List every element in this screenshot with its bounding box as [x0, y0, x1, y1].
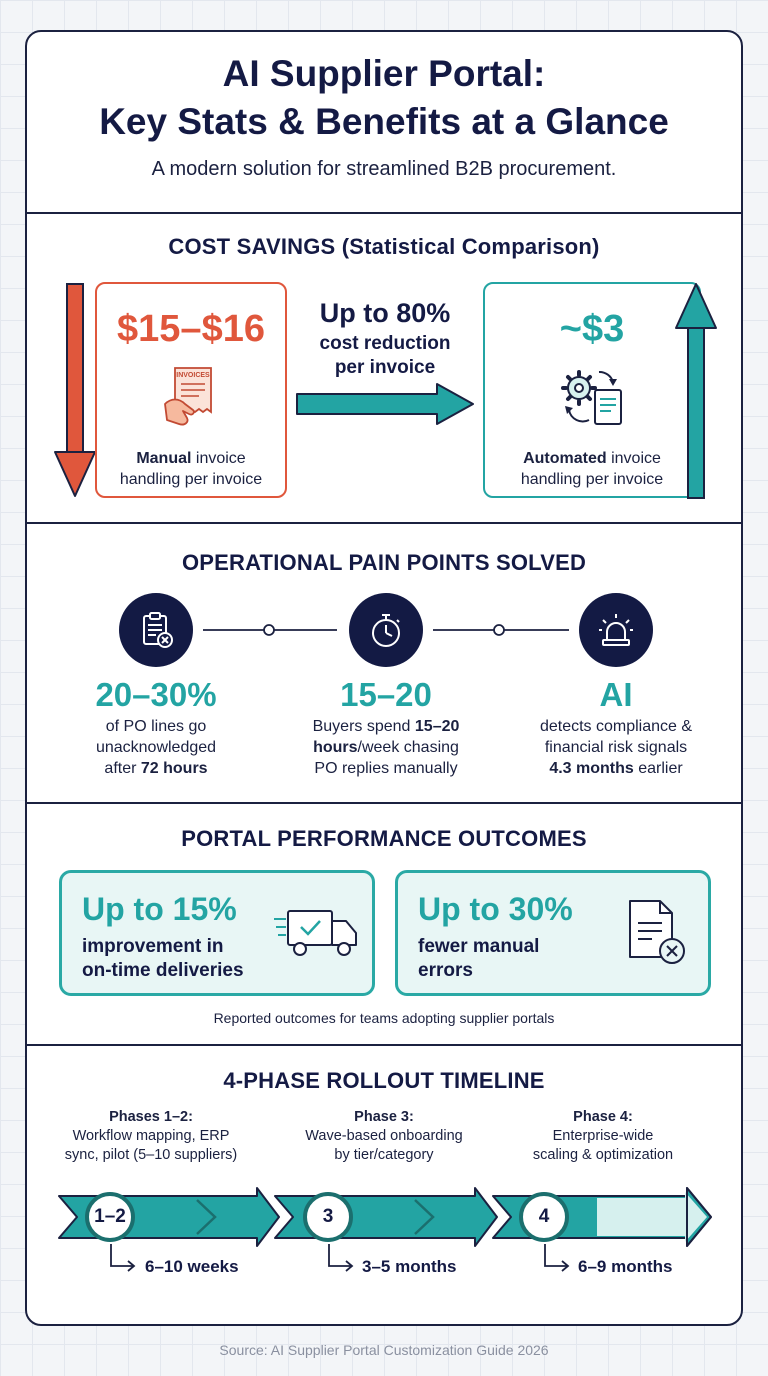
outcome-caption: improvement in on-time deliveries: [82, 936, 244, 981]
phase-header: Phase 4: Enterprise-wide scaling & optim…: [532, 1109, 674, 1163]
infographic-card: AI Supplier Portal: Key Stats & Benefits…: [25, 30, 743, 1326]
invoice-hand-icon: INVOICES: [164, 367, 212, 426]
invoice-icon-label: INVOICES: [176, 372, 210, 379]
timeline-title: 4-PHASE ROLLOUT TIMELINE: [223, 1068, 545, 1093]
source-note: Source: AI Supplier Portal Customization…: [219, 1342, 549, 1358]
divider: [27, 212, 741, 214]
phase-duration: 6–10 weeks: [145, 1257, 239, 1276]
outcomes-note: Reported outcomes for teams adopting sup…: [213, 1010, 555, 1026]
alarm-light-icon: [579, 593, 653, 667]
phase-duration: 6–9 months: [578, 1257, 673, 1276]
pain-point-text: of PO lines go unacknowledged after 72 h…: [95, 718, 217, 777]
outcomes-title: PORTAL PERFORMANCE OUTCOMES: [181, 826, 587, 851]
automation-gear-document-icon: [561, 370, 622, 425]
reduction-caption: cost reduction per invoice: [319, 333, 451, 378]
outcome-headline: Up to 30%: [418, 891, 573, 927]
phase-header: Phase 3: Wave-based onboarding by tier/c…: [305, 1109, 463, 1163]
stopwatch-icon: [349, 593, 423, 667]
automated-cost-box: ~$3 Automated invoice handling per invoi…: [483, 282, 701, 498]
pain-points-connector: [203, 624, 569, 636]
divider: [27, 802, 741, 804]
phase-badge: 3: [303, 1192, 353, 1242]
duration-connector-icon: [544, 1244, 570, 1272]
delivery-truck-icon: [274, 910, 357, 956]
document-error-icon: [629, 900, 685, 964]
manual-cost-value: $15–$16: [117, 308, 265, 350]
duration-connector-icon: [328, 1244, 354, 1272]
pain-point-text: Buyers spend 15–20 hours/week chasing PO…: [312, 718, 460, 777]
down-arrow-icon: [54, 283, 96, 497]
phase-badge: 1–2: [85, 1192, 135, 1242]
clipboard-x-icon: [119, 593, 193, 667]
subtitle: A modern solution for streamlined B2B pr…: [151, 158, 617, 180]
duration-connector-icon: [110, 1244, 136, 1272]
outcome-headline: Up to 15%: [82, 891, 237, 927]
right-arrow-icon: [296, 383, 474, 425]
pain-points-title: OPERATIONAL PAIN POINTS SOLVED: [181, 550, 587, 575]
automated-cost-value: ~$3: [559, 308, 625, 350]
divider: [27, 522, 741, 524]
pain-point-stat: 15–20: [340, 676, 432, 713]
manual-cost-box: $15–$16 INVOICES Manual invoice handling…: [95, 282, 287, 498]
divider: [27, 1044, 741, 1046]
phase-header: Phases 1–2: Workflow mapping, ERP sync, …: [64, 1109, 238, 1163]
reduction-headline: Up to 80%: [319, 298, 451, 328]
cost-savings-title: COST SAVINGS (Statistical Comparison): [168, 234, 600, 259]
timeline-arrows: [58, 1187, 712, 1247]
pain-point-stat: AI: [599, 676, 633, 713]
pain-point-text: detects compliance & financial risk sign…: [539, 718, 693, 777]
phase-duration: 3–5 months: [362, 1257, 457, 1276]
outcome-caption: fewer manual errors: [418, 936, 540, 981]
outcome-card: Up to 30% fewer manual errors: [395, 870, 711, 996]
title-line-2: Key Stats & Benefits at a Glance: [99, 101, 669, 142]
up-arrow-icon: [675, 283, 717, 499]
manual-cost-caption: Manual invoice handling per invoice: [119, 450, 263, 488]
phase-badge: 4: [519, 1192, 569, 1242]
outcome-card: Up to 15% improvement in on-time deliveri…: [59, 870, 375, 996]
pain-point-stat: 20–30%: [95, 676, 217, 713]
automated-cost-caption: Automated invoice handling per invoice: [520, 450, 664, 488]
title-line-1: AI Supplier Portal:: [222, 53, 546, 94]
